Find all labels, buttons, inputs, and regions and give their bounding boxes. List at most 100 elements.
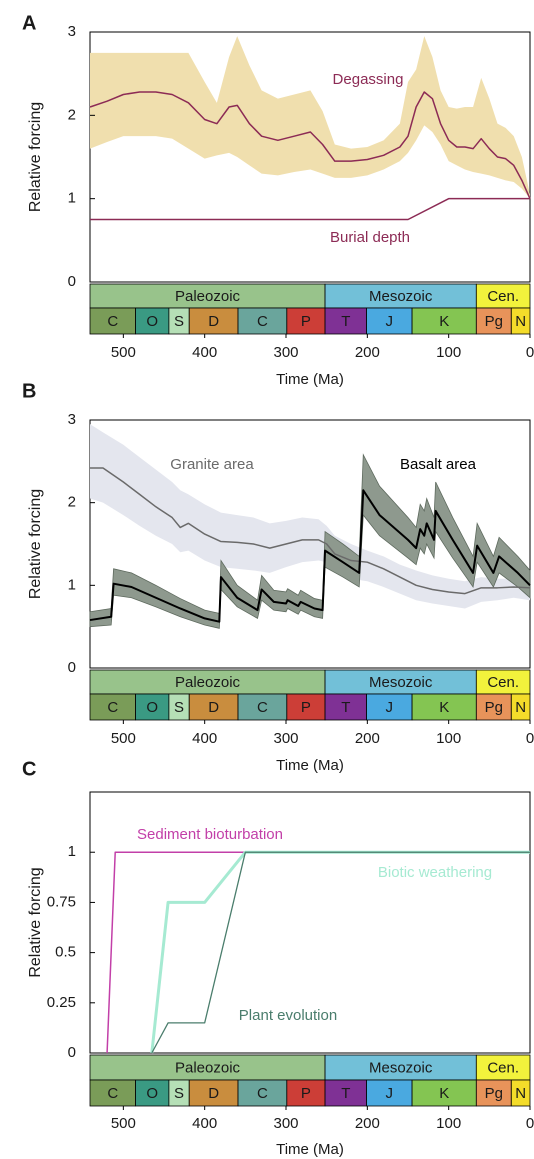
period-box	[411, 1079, 477, 1107]
series-label: Granite area	[170, 456, 254, 473]
y-tick-label: 0.25	[47, 994, 76, 1011]
y-tick-label: 1	[68, 190, 76, 207]
period-label: T	[341, 313, 350, 330]
x-tick-label: 500	[111, 730, 136, 747]
series-line	[150, 850, 530, 1054]
era-box	[89, 283, 326, 309]
period-label: C	[257, 313, 268, 330]
series-label: Plant evolution	[239, 1007, 337, 1024]
panel-label: C	[22, 758, 36, 780]
period-label: D	[208, 1085, 219, 1102]
era-label: Cen.	[487, 1059, 519, 1076]
y-tick-label: 3	[68, 23, 76, 40]
period-label: Pg	[485, 313, 503, 330]
era-box	[89, 1054, 326, 1081]
period-box	[510, 307, 531, 335]
period-box	[286, 1079, 326, 1107]
period-box	[286, 693, 326, 721]
period-box	[324, 1079, 367, 1107]
period-label: C	[257, 1085, 268, 1102]
era-label: Paleozoic	[175, 288, 241, 305]
period-box	[188, 1079, 239, 1107]
period-label: D	[208, 699, 219, 716]
period-label: J	[386, 699, 394, 716]
series-line	[89, 91, 531, 199]
period-box	[366, 307, 413, 335]
x-tick-label: 200	[355, 1115, 380, 1132]
era-label: Mesozoic	[369, 674, 433, 691]
period-box	[366, 693, 413, 721]
y-tick-label: 2	[68, 106, 76, 123]
period-box	[237, 693, 288, 721]
period-label: Pg	[485, 1085, 503, 1102]
series-label: Degassing	[333, 71, 404, 88]
period-label: P	[301, 699, 311, 716]
period-label: N	[515, 313, 526, 330]
y-tick-label: 2	[68, 494, 76, 511]
period-label: O	[146, 699, 158, 716]
era-box	[475, 1054, 531, 1081]
series-line	[90, 197, 530, 221]
series-line	[90, 467, 531, 595]
period-label: O	[146, 1085, 158, 1102]
period-label: C	[257, 699, 268, 716]
series-label: Burial depth	[330, 229, 410, 246]
y-tick-label: 1	[68, 576, 76, 593]
series-line	[89, 489, 531, 623]
panel-label: B	[22, 380, 36, 402]
era-box	[475, 283, 531, 309]
period-label: T	[341, 699, 350, 716]
x-tick-label: 200	[355, 730, 380, 747]
x-tick-label: 100	[436, 730, 461, 747]
period-label: S	[174, 1085, 184, 1102]
period-label: N	[515, 699, 526, 716]
x-axis-title: Time (Ma)	[276, 757, 344, 774]
era-label: Mesozoic	[369, 288, 433, 305]
era-label: Paleozoic	[175, 1059, 241, 1076]
period-label: K	[439, 313, 449, 330]
x-tick-label: 400	[192, 730, 217, 747]
x-tick-label: 300	[273, 344, 298, 361]
era-label: Cen.	[487, 288, 519, 305]
x-tick-label: 300	[273, 1115, 298, 1132]
y-tick-label: 0.75	[47, 893, 76, 910]
period-box	[510, 1079, 531, 1107]
y-tick-label: 0	[68, 1044, 76, 1061]
era-box	[475, 669, 531, 695]
period-label: N	[515, 1085, 526, 1102]
y-axis-title: Relative forcing	[27, 489, 44, 599]
y-tick-label: 0	[68, 273, 76, 290]
era-box	[324, 669, 477, 695]
x-tick-label: 200	[355, 344, 380, 361]
y-tick-label: 0.5	[55, 944, 76, 961]
x-tick-label: 100	[436, 1115, 461, 1132]
period-label: S	[174, 699, 184, 716]
era-label: Cen.	[487, 674, 519, 691]
period-label: K	[439, 699, 449, 716]
period-box	[475, 307, 512, 335]
x-axis-title: Time (Ma)	[276, 1141, 344, 1158]
period-label: S	[174, 313, 184, 330]
x-axis-title: Time (Ma)	[276, 371, 344, 388]
x-tick-label: 100	[436, 344, 461, 361]
y-tick-label: 3	[68, 411, 76, 428]
period-label: C	[107, 699, 118, 716]
period-box	[237, 1079, 288, 1107]
y-axis-title: Relative forcing	[27, 102, 44, 212]
period-box	[135, 307, 170, 335]
series-label: Sediment bioturbation	[137, 826, 283, 843]
period-box	[188, 307, 239, 335]
period-label: T	[341, 1085, 350, 1102]
y-tick-label: 0	[68, 659, 76, 676]
era-box	[89, 669, 326, 695]
period-box	[324, 693, 367, 721]
uncertainty-band	[90, 36, 530, 199]
era-box	[324, 283, 477, 309]
series-label: Biotic weathering	[378, 864, 492, 881]
era-label: Paleozoic	[175, 674, 241, 691]
period-box	[510, 693, 531, 721]
period-label: Pg	[485, 699, 503, 716]
period-label: J	[386, 1085, 394, 1102]
x-tick-label: 0	[526, 730, 534, 747]
x-tick-label: 400	[192, 1115, 217, 1132]
